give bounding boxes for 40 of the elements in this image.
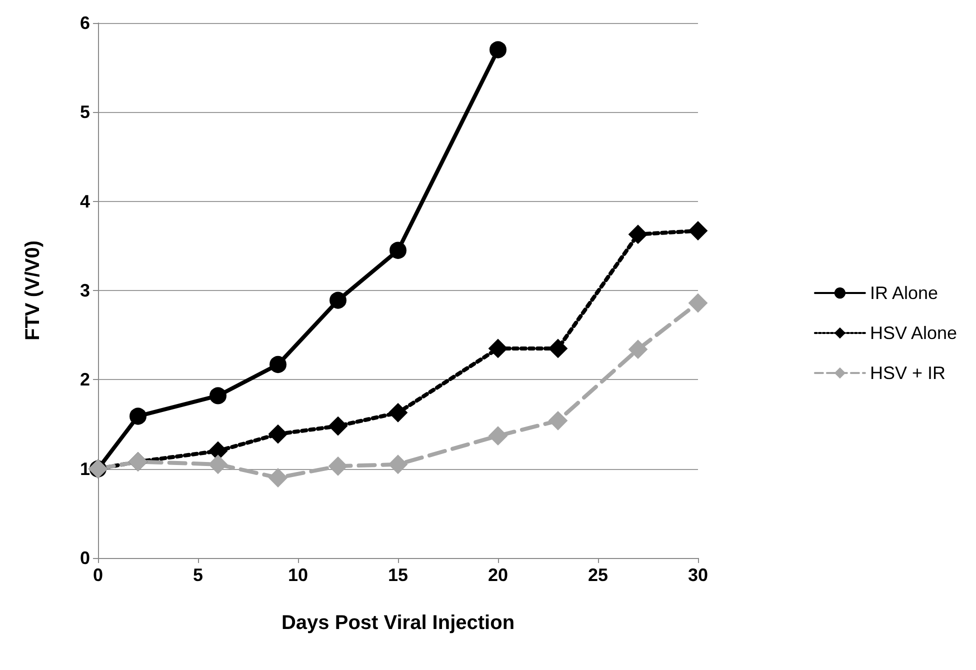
point — [330, 292, 346, 309]
point — [268, 424, 288, 444]
y-tick-label: 5 — [80, 102, 90, 122]
point — [490, 41, 506, 58]
y-tick-label: 4 — [80, 191, 90, 212]
point — [628, 340, 648, 359]
point — [388, 454, 408, 474]
y-tick-label: 1 — [80, 458, 90, 479]
y-tick-label: 6 — [80, 13, 90, 33]
x-tick-label: 20 — [488, 565, 508, 585]
x-tick-label: 30 — [688, 565, 708, 585]
point — [688, 293, 708, 312]
point — [208, 454, 228, 474]
y-axis-title: FTV (V/V0) — [22, 240, 44, 341]
point — [210, 387, 226, 404]
y-tick-label: 2 — [80, 370, 90, 390]
point — [130, 408, 146, 425]
x-tick-label: 5 — [192, 565, 204, 585]
legend-label: IR Alone — [870, 283, 938, 303]
point — [628, 224, 648, 244]
x-tick-label: 0 — [92, 565, 104, 585]
point — [548, 411, 568, 430]
x-tick-label: 25 — [588, 565, 608, 585]
point — [388, 403, 408, 422]
point — [328, 416, 348, 436]
point — [488, 338, 508, 358]
legend-label: HSV Alone — [870, 323, 958, 343]
point — [488, 426, 508, 446]
y-tick-label: 3 — [80, 280, 90, 300]
x-tick-label: 10 — [288, 565, 308, 585]
point — [328, 456, 348, 476]
point — [270, 356, 286, 374]
y-tick-label: 0 — [80, 548, 90, 568]
point — [548, 338, 568, 358]
x-tick-label: 15 — [388, 565, 408, 585]
point — [268, 468, 288, 488]
legend-label: HSV + IR — [870, 363, 946, 383]
point — [688, 221, 708, 240]
point — [390, 242, 406, 259]
x-axis-title: Days Post Viral Injection — [281, 612, 515, 634]
